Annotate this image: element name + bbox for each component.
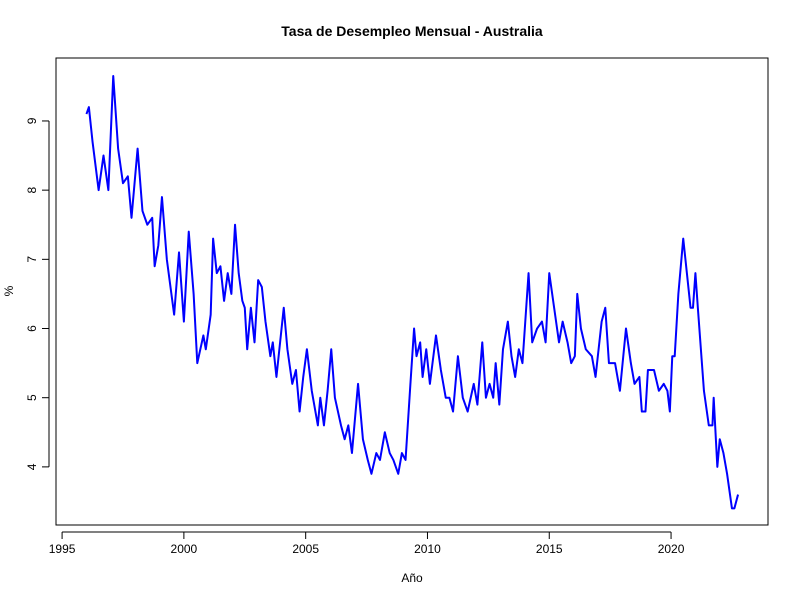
x-tick-label: 2000: [171, 542, 198, 556]
y-tick-label: 4: [25, 463, 39, 470]
y-tick-label: 8: [25, 186, 39, 193]
x-tick-label: 2015: [536, 542, 563, 556]
y-axis-label: %: [2, 285, 16, 296]
data-line: [85, 74, 740, 510]
y-tick-label: 5: [25, 394, 39, 401]
chart-title: Tasa de Desempleo Mensual - Australia: [281, 23, 543, 39]
y-tick-label: 9: [25, 117, 39, 124]
x-axis-label: Año: [401, 571, 423, 585]
y-tick-label: 7: [25, 256, 39, 263]
x-tick-label: 2005: [292, 542, 319, 556]
plot-box: [55, 57, 769, 526]
x-tick-label: 2020: [658, 542, 685, 556]
y-tick-label: 6: [25, 325, 39, 332]
x-tick-label: 1995: [49, 542, 76, 556]
x-tick-label: 2010: [414, 542, 441, 556]
